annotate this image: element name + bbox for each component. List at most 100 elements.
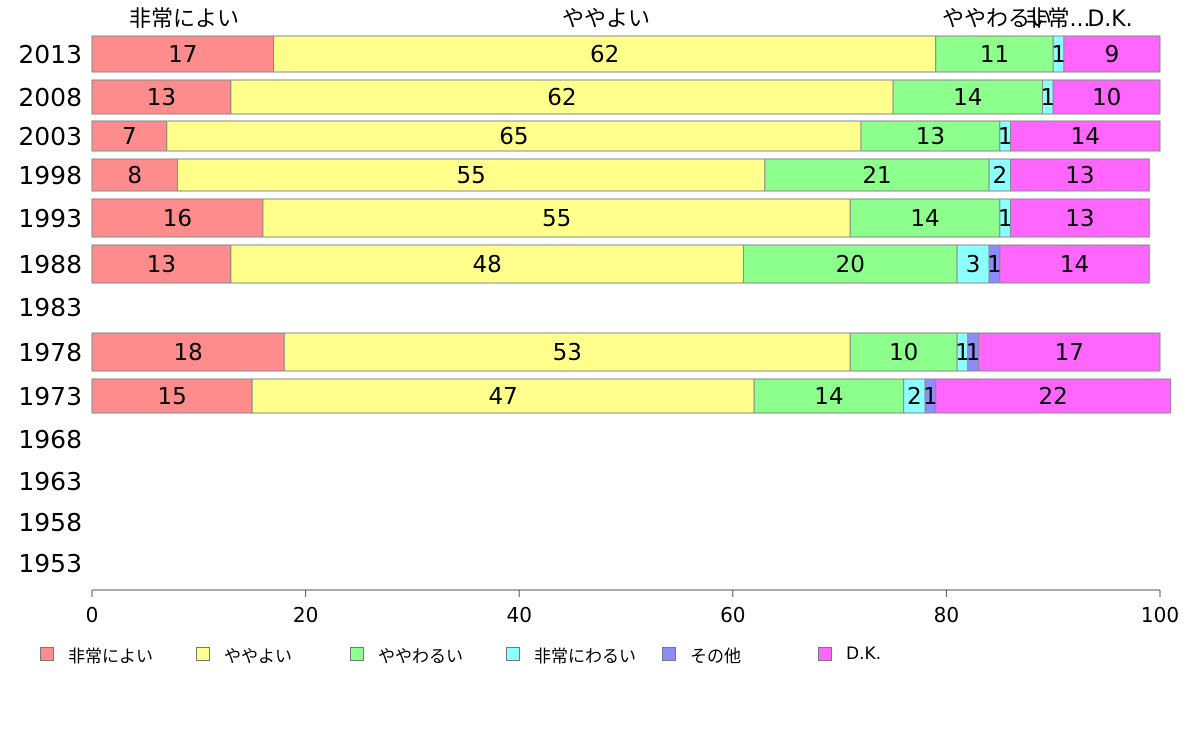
x-tick-label: 80: [934, 603, 959, 627]
legend-swatch: [506, 647, 520, 661]
data-label: 1: [923, 384, 938, 410]
year-label: 1998: [18, 161, 82, 190]
bar-segment: [935, 35, 1054, 73]
data-label: 18: [173, 340, 202, 366]
data-label: 13: [916, 124, 945, 150]
bar-segment: [849, 198, 1001, 238]
data-label: 14: [814, 384, 843, 410]
data-label: 14: [910, 206, 939, 232]
legend-label: ややよい: [224, 646, 292, 667]
data-label: 62: [547, 85, 576, 111]
bar-segment: [764, 158, 990, 192]
chart-legend: 非常によい ややよい ややわるい 非常にわるい その他 D.K.: [0, 641, 1188, 671]
data-label: 17: [168, 42, 197, 68]
year-label: 1958: [18, 508, 82, 537]
data-label: 1: [987, 252, 1002, 278]
bar-segment: [91, 35, 275, 73]
category-header-label: ややわるい: [942, 7, 1052, 32]
bar-segment: [91, 158, 178, 192]
data-label: 11: [980, 42, 1009, 68]
legend-item: D.K.: [818, 641, 881, 667]
bar-segment: [91, 198, 264, 238]
year-label: 1953: [18, 549, 82, 578]
legend-label: 非常によい: [68, 646, 153, 667]
bar-segment: [262, 198, 851, 238]
x-tick-label: 40: [506, 603, 531, 627]
legend-item: 非常にわるい: [506, 641, 636, 667]
bar-segment: [230, 79, 894, 115]
legend-item: 非常によい: [40, 641, 153, 667]
data-label: 1: [966, 340, 981, 366]
category-header-label: D.K.: [1087, 7, 1132, 32]
data-label: 1: [1041, 85, 1056, 111]
legend-item: その他: [662, 641, 741, 667]
data-label: 1: [1051, 42, 1066, 68]
x-tick-label: 0: [86, 603, 99, 627]
data-label: 2: [907, 384, 922, 410]
data-label: 21: [862, 163, 891, 189]
year-label: 1983: [18, 293, 82, 322]
legend-label: 非常にわるい: [534, 646, 636, 667]
legend-item: ややわるい: [350, 641, 463, 667]
bar-segment: [1063, 35, 1161, 73]
legend-item: ややよい: [196, 641, 292, 667]
bar-segment: [1009, 120, 1161, 152]
bar-segment: [849, 332, 958, 372]
bar-segment: [892, 79, 1044, 115]
data-label: 22: [1039, 384, 1068, 410]
x-tick-label: 100: [1141, 603, 1179, 627]
legend-swatch: [196, 647, 210, 661]
year-label: 2008: [18, 83, 82, 112]
data-label: 1: [998, 124, 1013, 150]
bar-segment: [283, 332, 851, 372]
category-header-label: 非常...: [1026, 7, 1091, 32]
bar-segment: [1052, 79, 1161, 115]
legend-label: ややわるい: [378, 646, 463, 667]
bar-segment: [273, 35, 937, 73]
year-label: 1988: [18, 250, 82, 279]
bar-segment: [91, 378, 253, 414]
bar-segment: [860, 120, 1001, 152]
bar-segment: [977, 332, 1161, 372]
data-label: 8: [127, 163, 142, 189]
bar-segment: [1009, 158, 1150, 192]
data-label: 14: [953, 85, 982, 111]
data-label: 9: [1105, 42, 1120, 68]
bar-segment: [166, 120, 862, 152]
bar-segment: [999, 244, 1150, 284]
category-header-label: ややよい: [562, 7, 650, 32]
data-label: 13: [1065, 163, 1094, 189]
data-label: 14: [1060, 252, 1089, 278]
data-label: 13: [147, 252, 176, 278]
legend-swatch: [350, 647, 364, 661]
legend-label: D.K.: [846, 644, 882, 664]
data-label: 7: [122, 124, 137, 150]
bar-segment: [176, 158, 766, 192]
data-label: 17: [1055, 340, 1084, 366]
data-label: 16: [163, 206, 192, 232]
data-label: 15: [157, 384, 186, 410]
bar-segment: [753, 378, 905, 414]
category-header-label: 非常によい: [129, 7, 239, 32]
data-label: 10: [1092, 85, 1121, 111]
bar-segment: [91, 79, 232, 115]
data-label: 13: [1065, 206, 1094, 232]
stacked-bar-chart: 2013200820031998199319881983197819731968…: [18, 7, 1179, 627]
data-label: 1: [955, 340, 970, 366]
legend-label: その他: [690, 646, 741, 667]
data-label: 65: [499, 124, 528, 150]
year-label: 2013: [18, 40, 82, 69]
bar-segment: [742, 244, 958, 284]
x-tick-label: 60: [720, 603, 745, 627]
year-label: 1968: [18, 425, 82, 454]
bar-segment: [935, 378, 1172, 414]
data-label: 55: [456, 163, 485, 189]
data-label: 53: [553, 340, 582, 366]
data-label: 3: [966, 252, 981, 278]
data-label: 13: [147, 85, 176, 111]
data-label: 47: [489, 384, 518, 410]
legend-swatch: [818, 647, 832, 661]
x-tick-label: 20: [293, 603, 318, 627]
year-label: 1973: [18, 382, 82, 411]
data-label: 55: [542, 206, 571, 232]
